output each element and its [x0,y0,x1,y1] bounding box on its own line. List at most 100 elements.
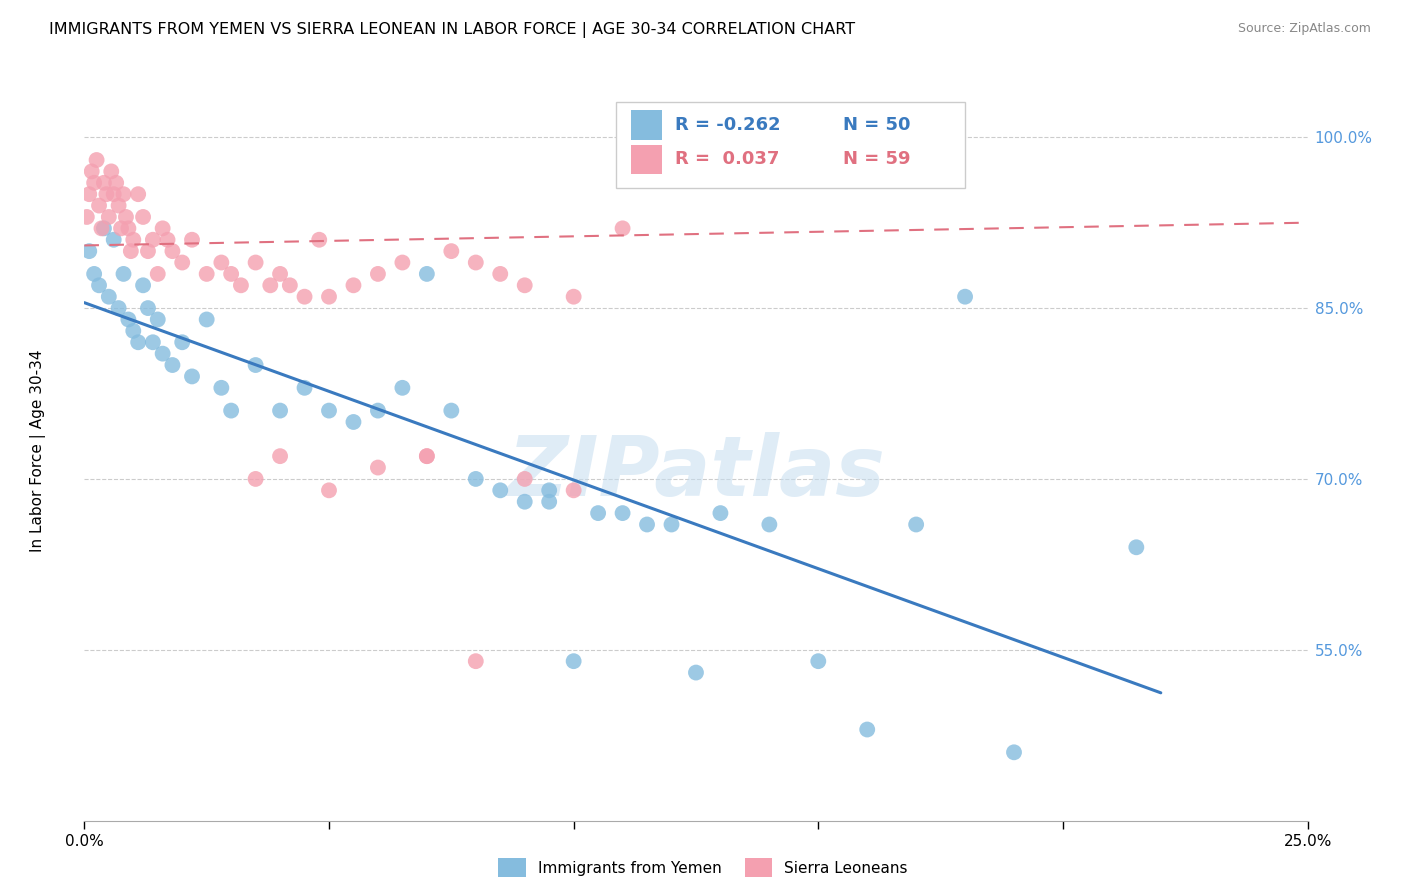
Text: N = 50: N = 50 [842,116,910,134]
Point [117,221,139,235]
Point [127,335,149,350]
Point [107,301,129,315]
Point [229,278,252,293]
Point [103,187,125,202]
Point [1002,745,1025,759]
Point [464,472,486,486]
Point [259,278,281,293]
Point [367,267,389,281]
Point [172,335,194,350]
Point [416,449,439,463]
Point [294,381,316,395]
Text: In Labor Force | Age 30-34: In Labor Force | Age 30-34 [30,349,46,552]
Point [115,210,138,224]
Point [709,506,731,520]
Point [156,233,179,247]
Point [245,255,267,269]
Point [318,483,340,498]
Point [953,290,976,304]
Point [122,324,145,338]
Point [562,483,585,498]
Point [97,290,120,304]
Point [142,335,165,350]
Point [105,176,128,190]
Point [132,210,155,224]
Point [103,233,125,247]
Point [342,278,364,293]
Point [513,278,536,293]
Point [513,494,536,508]
Point [162,244,184,259]
Point [93,176,115,190]
Point [152,221,174,235]
Point [77,187,100,202]
Point [112,187,135,202]
Point [80,164,103,178]
Point [416,267,439,281]
Point [416,449,439,463]
Point [538,483,561,498]
Point [100,164,122,178]
Point [146,312,169,326]
Point [489,267,512,281]
Point [440,403,463,417]
Point [127,187,149,202]
Point [195,312,218,326]
Point [440,244,463,259]
Point [562,654,585,668]
Point [219,403,242,417]
Point [181,233,204,247]
Point [308,233,330,247]
Text: N = 59: N = 59 [842,151,910,169]
Point [93,221,115,235]
Point [172,255,194,269]
Point [209,381,232,395]
Point [269,449,291,463]
Point [77,244,100,259]
Point [136,301,159,315]
Point [513,472,536,486]
Point [83,176,105,190]
Point [245,358,267,372]
Point [152,346,174,360]
Text: R =  0.037: R = 0.037 [675,151,779,169]
Point [294,290,316,304]
Point [245,472,267,486]
Point [112,267,135,281]
Point [96,187,118,202]
Point [142,233,165,247]
Point [685,665,707,680]
Point [391,381,413,395]
Point [195,267,218,281]
Point [90,221,112,235]
Point [97,210,120,224]
Point [219,267,242,281]
Point [538,494,561,508]
Point [136,244,159,259]
Point [86,153,108,167]
Point [661,517,683,532]
Point [209,255,232,269]
Point [586,506,609,520]
FancyBboxPatch shape [616,103,965,187]
Point [562,290,585,304]
Point [110,221,132,235]
Point [489,483,512,498]
Text: IMMIGRANTS FROM YEMEN VS SIERRA LEONEAN IN LABOR FORCE | AGE 30-34 CORRELATION C: IMMIGRANTS FROM YEMEN VS SIERRA LEONEAN … [49,22,855,38]
Point [87,278,110,293]
Point [612,506,634,520]
FancyBboxPatch shape [631,110,662,139]
Point [367,460,389,475]
Point [905,517,928,532]
Point [132,278,155,293]
Point [122,233,145,247]
Point [464,255,486,269]
Point [146,267,169,281]
Text: R = -0.262: R = -0.262 [675,116,780,134]
Point [269,403,291,417]
Text: Source: ZipAtlas.com: Source: ZipAtlas.com [1237,22,1371,36]
Point [162,358,184,372]
Point [269,267,291,281]
Point [120,244,142,259]
Point [856,723,879,737]
